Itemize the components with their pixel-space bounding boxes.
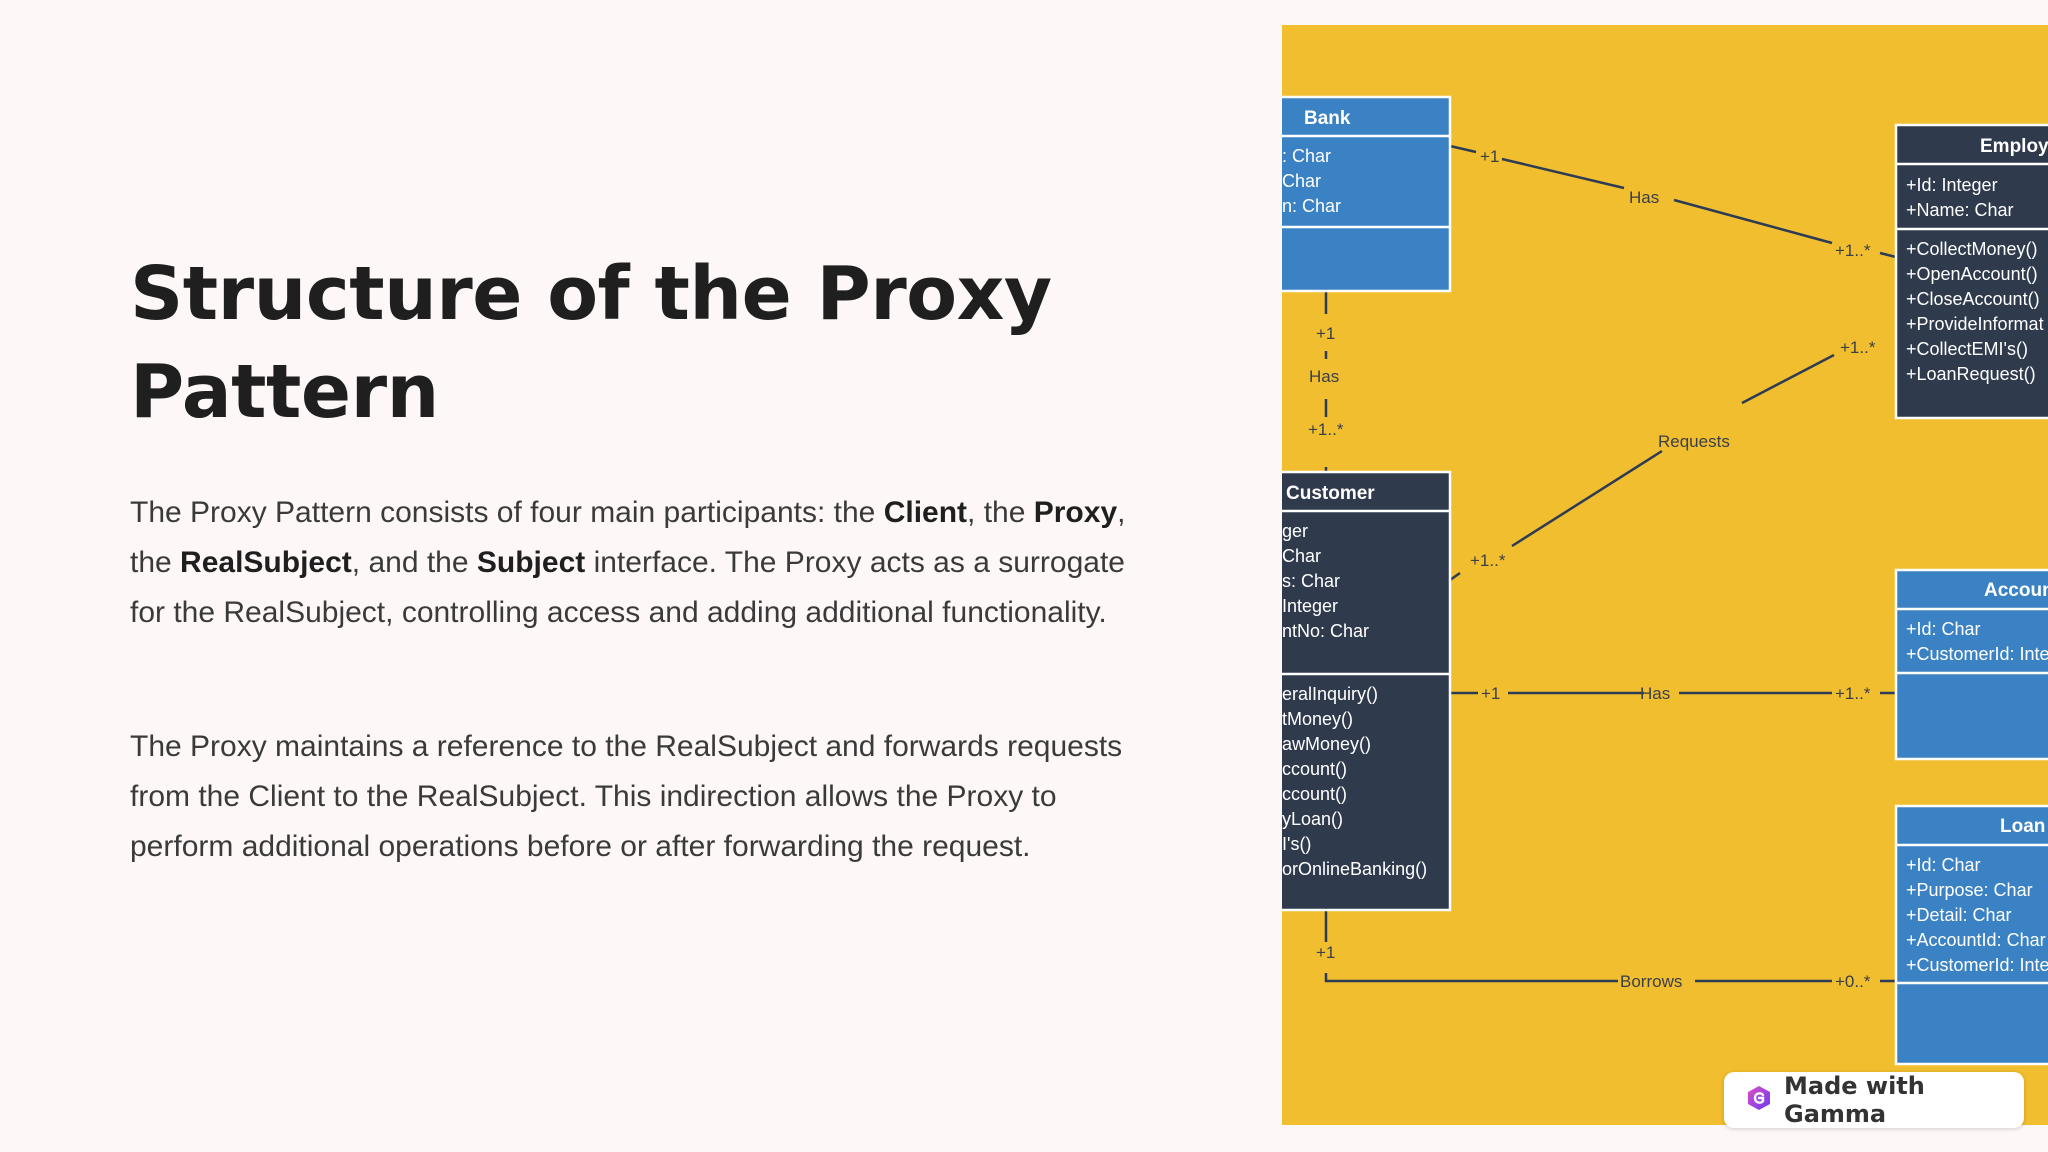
term-client: Client xyxy=(883,496,968,529)
employee-attr: +Id: Integer xyxy=(1906,175,1998,195)
intro-text-3: , the xyxy=(130,496,1126,579)
multiplicity-label: +1..* xyxy=(1470,551,1506,570)
loan-attr: +AccountId: Char xyxy=(1906,930,2046,950)
account-attr: +CustomerId: Inte xyxy=(1906,644,2048,664)
bank-attr: Char xyxy=(1282,171,1321,191)
badge-label: Made with Gamma xyxy=(1784,1072,1925,1128)
association-label: Has xyxy=(1629,188,1659,207)
employee-op: +CollectEMI's() xyxy=(1906,339,2028,359)
intro-text-4: , and the xyxy=(351,546,477,579)
bank-title: Bank xyxy=(1304,108,1351,129)
loan-class: Loan +Id: Char +Purpose: Char +Detail: C… xyxy=(1894,804,2048,1066)
term-subject: Subject xyxy=(476,546,586,579)
loan-title: Loan xyxy=(2000,816,2045,837)
employee-op: +OpenAccount() xyxy=(1906,264,2038,284)
customer-op: ccount() xyxy=(1282,759,1347,779)
employee-class: Employe +Id: Integer +Name: Char +Collec… xyxy=(1894,123,2048,420)
employee-op: +ProvideInformat xyxy=(1906,314,2044,334)
employee-attr: +Name: Char xyxy=(1906,200,2014,220)
made-with-gamma-badge[interactable]: Made with Gamma xyxy=(1724,1072,2024,1128)
loan-attr: +Detail: Char xyxy=(1906,905,2012,925)
customer-attr: Char xyxy=(1282,546,1321,566)
customer-op: tMoney() xyxy=(1282,709,1353,729)
intro-paragraph: The Proxy Pattern consists of four main … xyxy=(130,488,1150,638)
requests-line xyxy=(1449,353,1835,582)
customer-attr: Integer xyxy=(1282,596,1338,616)
customer-op: awMoney() xyxy=(1282,734,1371,754)
loan-attr: +Id: Char xyxy=(1906,855,1981,875)
intro-text-2: , the xyxy=(967,496,1034,529)
uml-canvas: Bank : Char Char n: Char Customer ger Ch… xyxy=(1282,95,2048,1066)
association-label: Has xyxy=(1640,684,1670,703)
detail-paragraph: The Proxy maintains a reference to the R… xyxy=(130,730,1123,863)
account-class: Accoun +Id: Char +CustomerId: Inte xyxy=(1894,568,2048,761)
customer-title: Customer xyxy=(1286,483,1375,504)
multiplicity-label: +1 xyxy=(1480,147,1499,166)
multiplicity-label: +1..* xyxy=(1835,684,1871,703)
account-title: Accoun xyxy=(1984,580,2048,601)
association-label: Has xyxy=(1309,367,1339,386)
term-realsubject: RealSubject xyxy=(180,546,352,579)
multiplicity-label: +1..* xyxy=(1308,420,1344,439)
slide-title: Structure of the Proxy Pattern xyxy=(130,251,1052,435)
borrows-line xyxy=(1324,910,1896,983)
customer-attr: ntNo: Char xyxy=(1282,621,1369,641)
multiplicity-label: +0..* xyxy=(1835,972,1871,991)
intro-text-5: interface. The Proxy acts as a surrogate… xyxy=(130,546,1125,629)
loan-attr: +Purpose: Char xyxy=(1906,880,2033,900)
relationship-labels: +1 Has +1..* +1 Has +1..* +1..* Requests… xyxy=(1308,147,1876,991)
multiplicity-label: +1 xyxy=(1316,324,1335,343)
multiplicity-label: +1 xyxy=(1481,684,1500,703)
customer-op: ccount() xyxy=(1282,784,1347,804)
account-attr: +Id: Char xyxy=(1906,619,1981,639)
association-label: Borrows xyxy=(1620,972,1682,991)
bank-attr: : Char xyxy=(1282,146,1331,166)
customer-attr: ger xyxy=(1282,521,1308,541)
employee-op: +CollectMoney() xyxy=(1906,239,2038,259)
customer-op: I's() xyxy=(1282,834,1311,854)
bank-employee-line xyxy=(1449,144,1897,259)
loan-attr: +CustomerId: Inte xyxy=(1906,955,2048,975)
association-label: Requests xyxy=(1658,432,1730,451)
customer-attr: s: Char xyxy=(1282,571,1340,591)
term-proxy: Proxy xyxy=(1033,496,1118,529)
multiplicity-label: +1..* xyxy=(1840,338,1876,357)
customer-op: eralInquiry() xyxy=(1282,684,1378,704)
multiplicity-label: +1..* xyxy=(1835,241,1871,260)
intro-text-1: The Proxy Pattern consists of four main … xyxy=(130,496,884,529)
employee-op: +LoanRequest() xyxy=(1906,364,2036,384)
customer-op: orOnlineBanking() xyxy=(1282,859,1427,879)
gamma-logo-icon xyxy=(1746,1085,1772,1116)
employee-title: Employe xyxy=(1980,136,2048,157)
uml-class-diagram: Bank : Char Char n: Char Customer ger Ch… xyxy=(1282,25,2048,1125)
bank-class: Bank : Char Char n: Char xyxy=(1282,95,1452,293)
employee-op: +CloseAccount() xyxy=(1906,289,2040,309)
customer-class: Customer ger Char s: Char Integer ntNo: … xyxy=(1282,470,1452,912)
bank-attr: n: Char xyxy=(1282,196,1341,216)
association-lines xyxy=(1324,144,1897,983)
customer-op: yLoan() xyxy=(1282,809,1343,829)
multiplicity-label: +1 xyxy=(1316,943,1335,962)
